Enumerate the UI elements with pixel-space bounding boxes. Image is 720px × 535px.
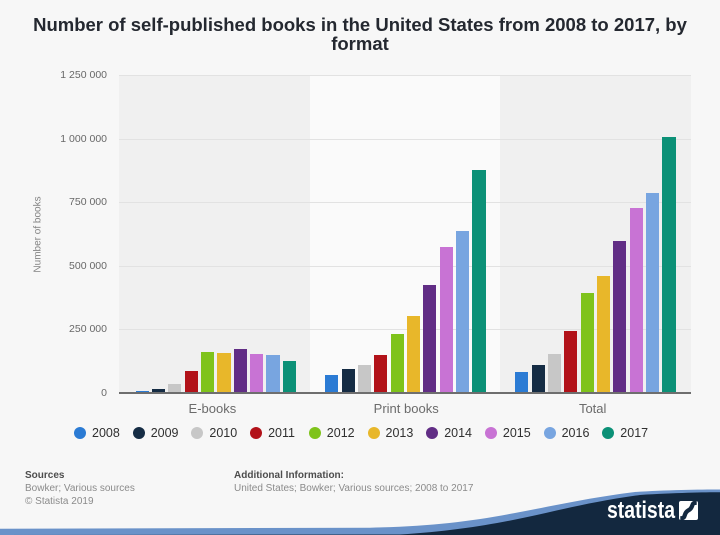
- svg-text:statista: statista: [607, 497, 676, 524]
